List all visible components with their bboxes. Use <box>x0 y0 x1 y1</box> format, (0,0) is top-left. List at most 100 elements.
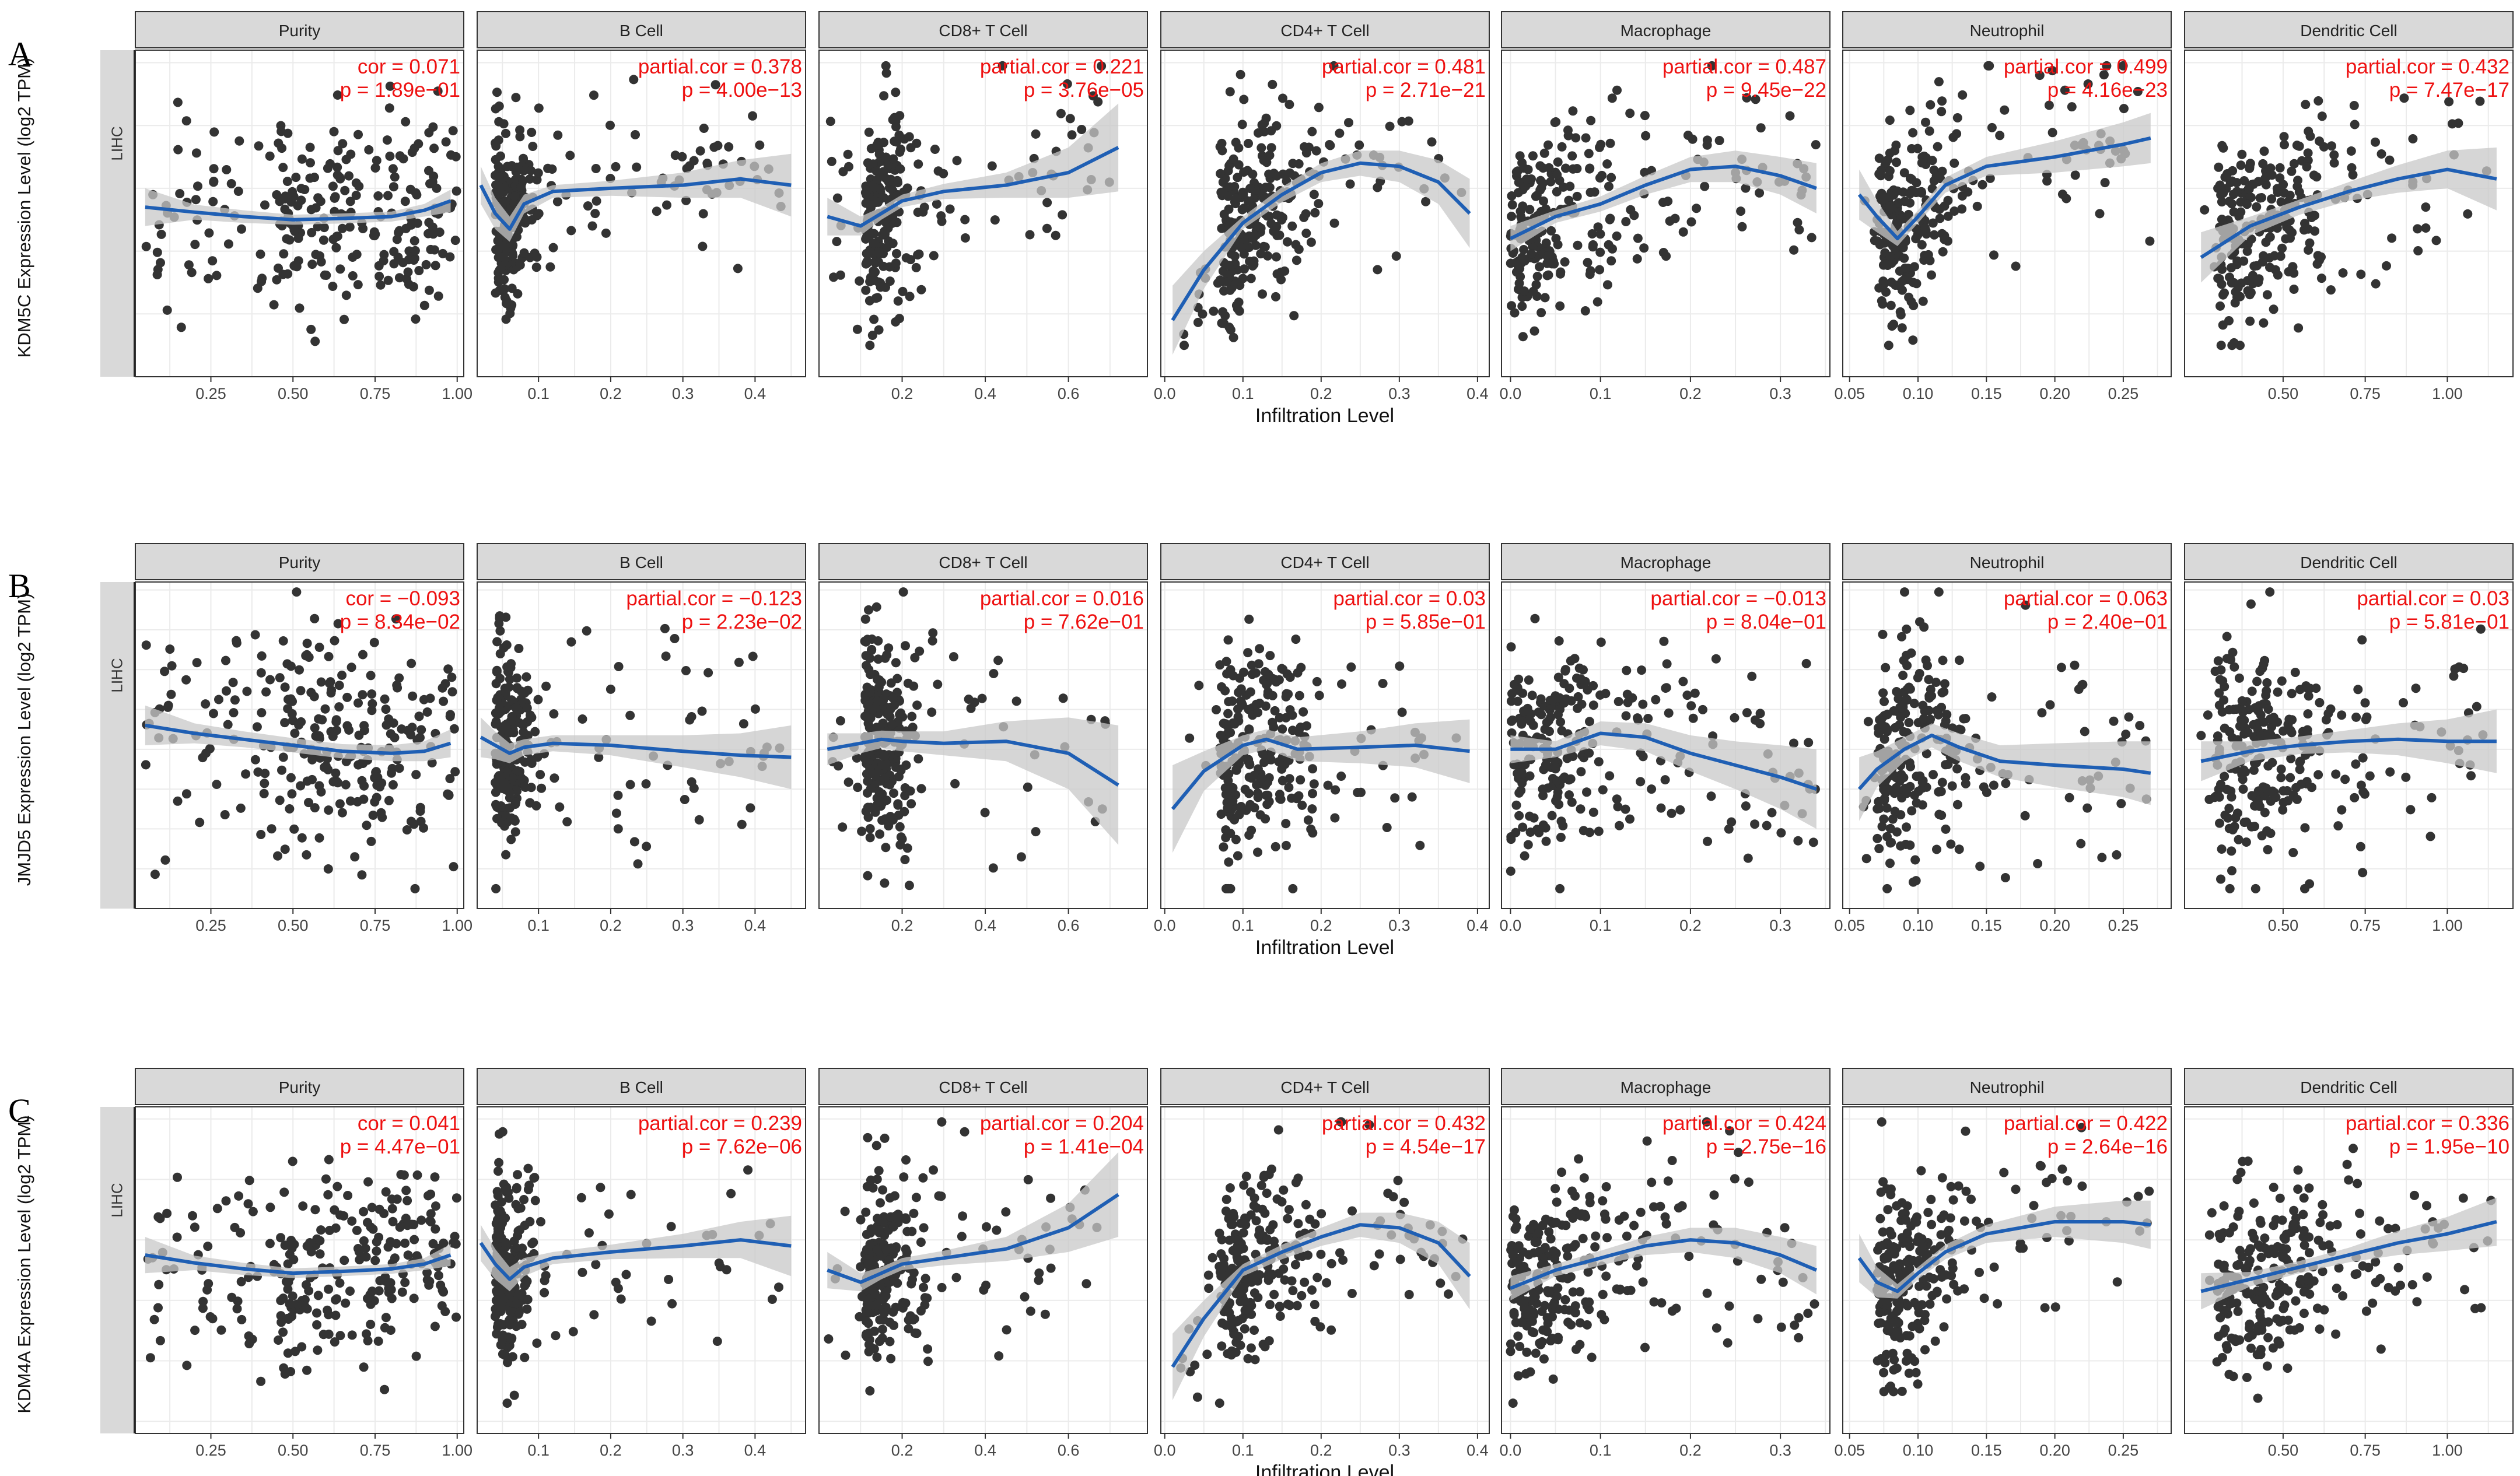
scatter-point <box>1878 629 1888 639</box>
scatter-point <box>1528 720 1538 730</box>
scatter-point <box>1890 723 1900 732</box>
scatter-point <box>155 1335 165 1345</box>
scatter-point <box>320 704 330 714</box>
scatter-point <box>1507 301 1517 311</box>
scatter-point <box>494 1166 503 1176</box>
scatter-point <box>1581 133 1591 143</box>
x-tick-label: 0.4 <box>1466 917 1489 934</box>
scatter-point <box>1880 696 1889 706</box>
scatter-point <box>2280 140 2289 150</box>
scatter-point <box>491 787 501 797</box>
scatter-point <box>190 1326 200 1335</box>
scatter-point <box>738 719 748 729</box>
scatter-point <box>1553 710 1563 720</box>
scatter-point <box>2231 287 2241 297</box>
scatter-point <box>1097 61 1107 71</box>
scatter-point <box>1897 632 1906 641</box>
scatter-point <box>353 280 363 290</box>
scatter-point <box>1892 827 1902 837</box>
scatter-point <box>1940 234 1950 244</box>
scatter-point <box>866 1175 876 1185</box>
scatter-point <box>1281 819 1291 829</box>
scatter-point <box>352 1225 362 1235</box>
x-axis: 0.1 0.2 0.3 0.4 <box>527 1433 766 1459</box>
scatter-point <box>496 151 505 161</box>
scatter-point <box>511 93 521 103</box>
x-tick-label: 1.00 <box>2432 385 2463 402</box>
scatter-point <box>1216 730 1226 740</box>
scatter-point <box>2278 726 2288 736</box>
row-strip-label: LIHC <box>108 1183 126 1217</box>
scatter-point <box>1397 117 1407 127</box>
x-tick-label: 0.1 <box>527 385 550 402</box>
scatter-point <box>495 674 505 683</box>
scatter-point <box>1517 778 1527 788</box>
scatter-point <box>256 668 266 678</box>
fit-line <box>1171 161 1471 321</box>
panel-title: Dendritic Cell <box>2300 553 2398 572</box>
scatter-point <box>330 1205 340 1215</box>
scatter-point <box>507 711 517 721</box>
scatter-point <box>387 1293 397 1303</box>
scatter-point <box>1296 775 1306 785</box>
scatter-point <box>363 1293 372 1303</box>
scatter-point <box>333 146 343 156</box>
scatter-point <box>220 810 230 819</box>
scatter-point <box>333 619 343 629</box>
scatter-point <box>1515 151 1525 161</box>
scatter-point <box>412 1251 422 1261</box>
scatter-point <box>341 1298 351 1308</box>
scatter-point <box>501 850 511 860</box>
scatter-point <box>552 197 562 206</box>
scatter-point <box>548 243 558 253</box>
confidence-band <box>1859 723 2151 821</box>
scatter-point <box>1878 299 1888 309</box>
scatter-point <box>502 1398 512 1408</box>
scatter-point <box>1012 696 1021 706</box>
scatter-point <box>1924 693 1934 703</box>
scatter-point <box>1904 292 1914 302</box>
scatter-point <box>310 1205 320 1215</box>
scatter-point <box>2287 166 2297 176</box>
scatter-point <box>277 765 286 775</box>
scatter-point <box>852 753 862 763</box>
scatter-point <box>2259 146 2269 156</box>
confidence-band <box>2201 147 2497 283</box>
scatter-point <box>889 788 898 798</box>
scatter-point <box>1245 687 1255 697</box>
scatter-point <box>2124 712 2134 722</box>
scatter-point <box>1247 669 1257 679</box>
scatter-point <box>1604 181 1614 191</box>
scatter-point <box>1271 292 1280 301</box>
scatter-point <box>386 729 396 739</box>
scatter-point <box>452 1193 461 1203</box>
scatter-point <box>1051 230 1060 240</box>
scatter-point <box>855 276 864 286</box>
scatter-point <box>1690 688 1700 698</box>
scatter-point <box>1923 661 1932 671</box>
scatter-point <box>1217 138 1227 148</box>
scatter-point <box>895 822 905 832</box>
scatter-point <box>1331 785 1340 795</box>
scatter-point <box>865 669 875 679</box>
scatter-point <box>448 1238 458 1248</box>
scatter-point <box>1354 140 1364 150</box>
scatter-point <box>1519 706 1529 716</box>
scatter-point <box>877 1333 887 1343</box>
scatter-point <box>1520 851 1530 861</box>
scatter-point <box>532 1338 542 1348</box>
scatter-point <box>1755 718 1765 728</box>
scatter-point <box>613 790 623 800</box>
scatter-point <box>445 774 455 784</box>
scatter-point <box>872 166 881 176</box>
scatter-point <box>1511 167 1521 177</box>
scatter-point <box>1016 852 1026 862</box>
scatter-point <box>863 788 872 798</box>
panel-strip <box>1842 11 2172 48</box>
scatter-point <box>172 1232 182 1242</box>
scatter-point <box>1686 217 1696 227</box>
scatter-point <box>874 325 884 335</box>
scatter-point <box>1002 1325 1012 1335</box>
